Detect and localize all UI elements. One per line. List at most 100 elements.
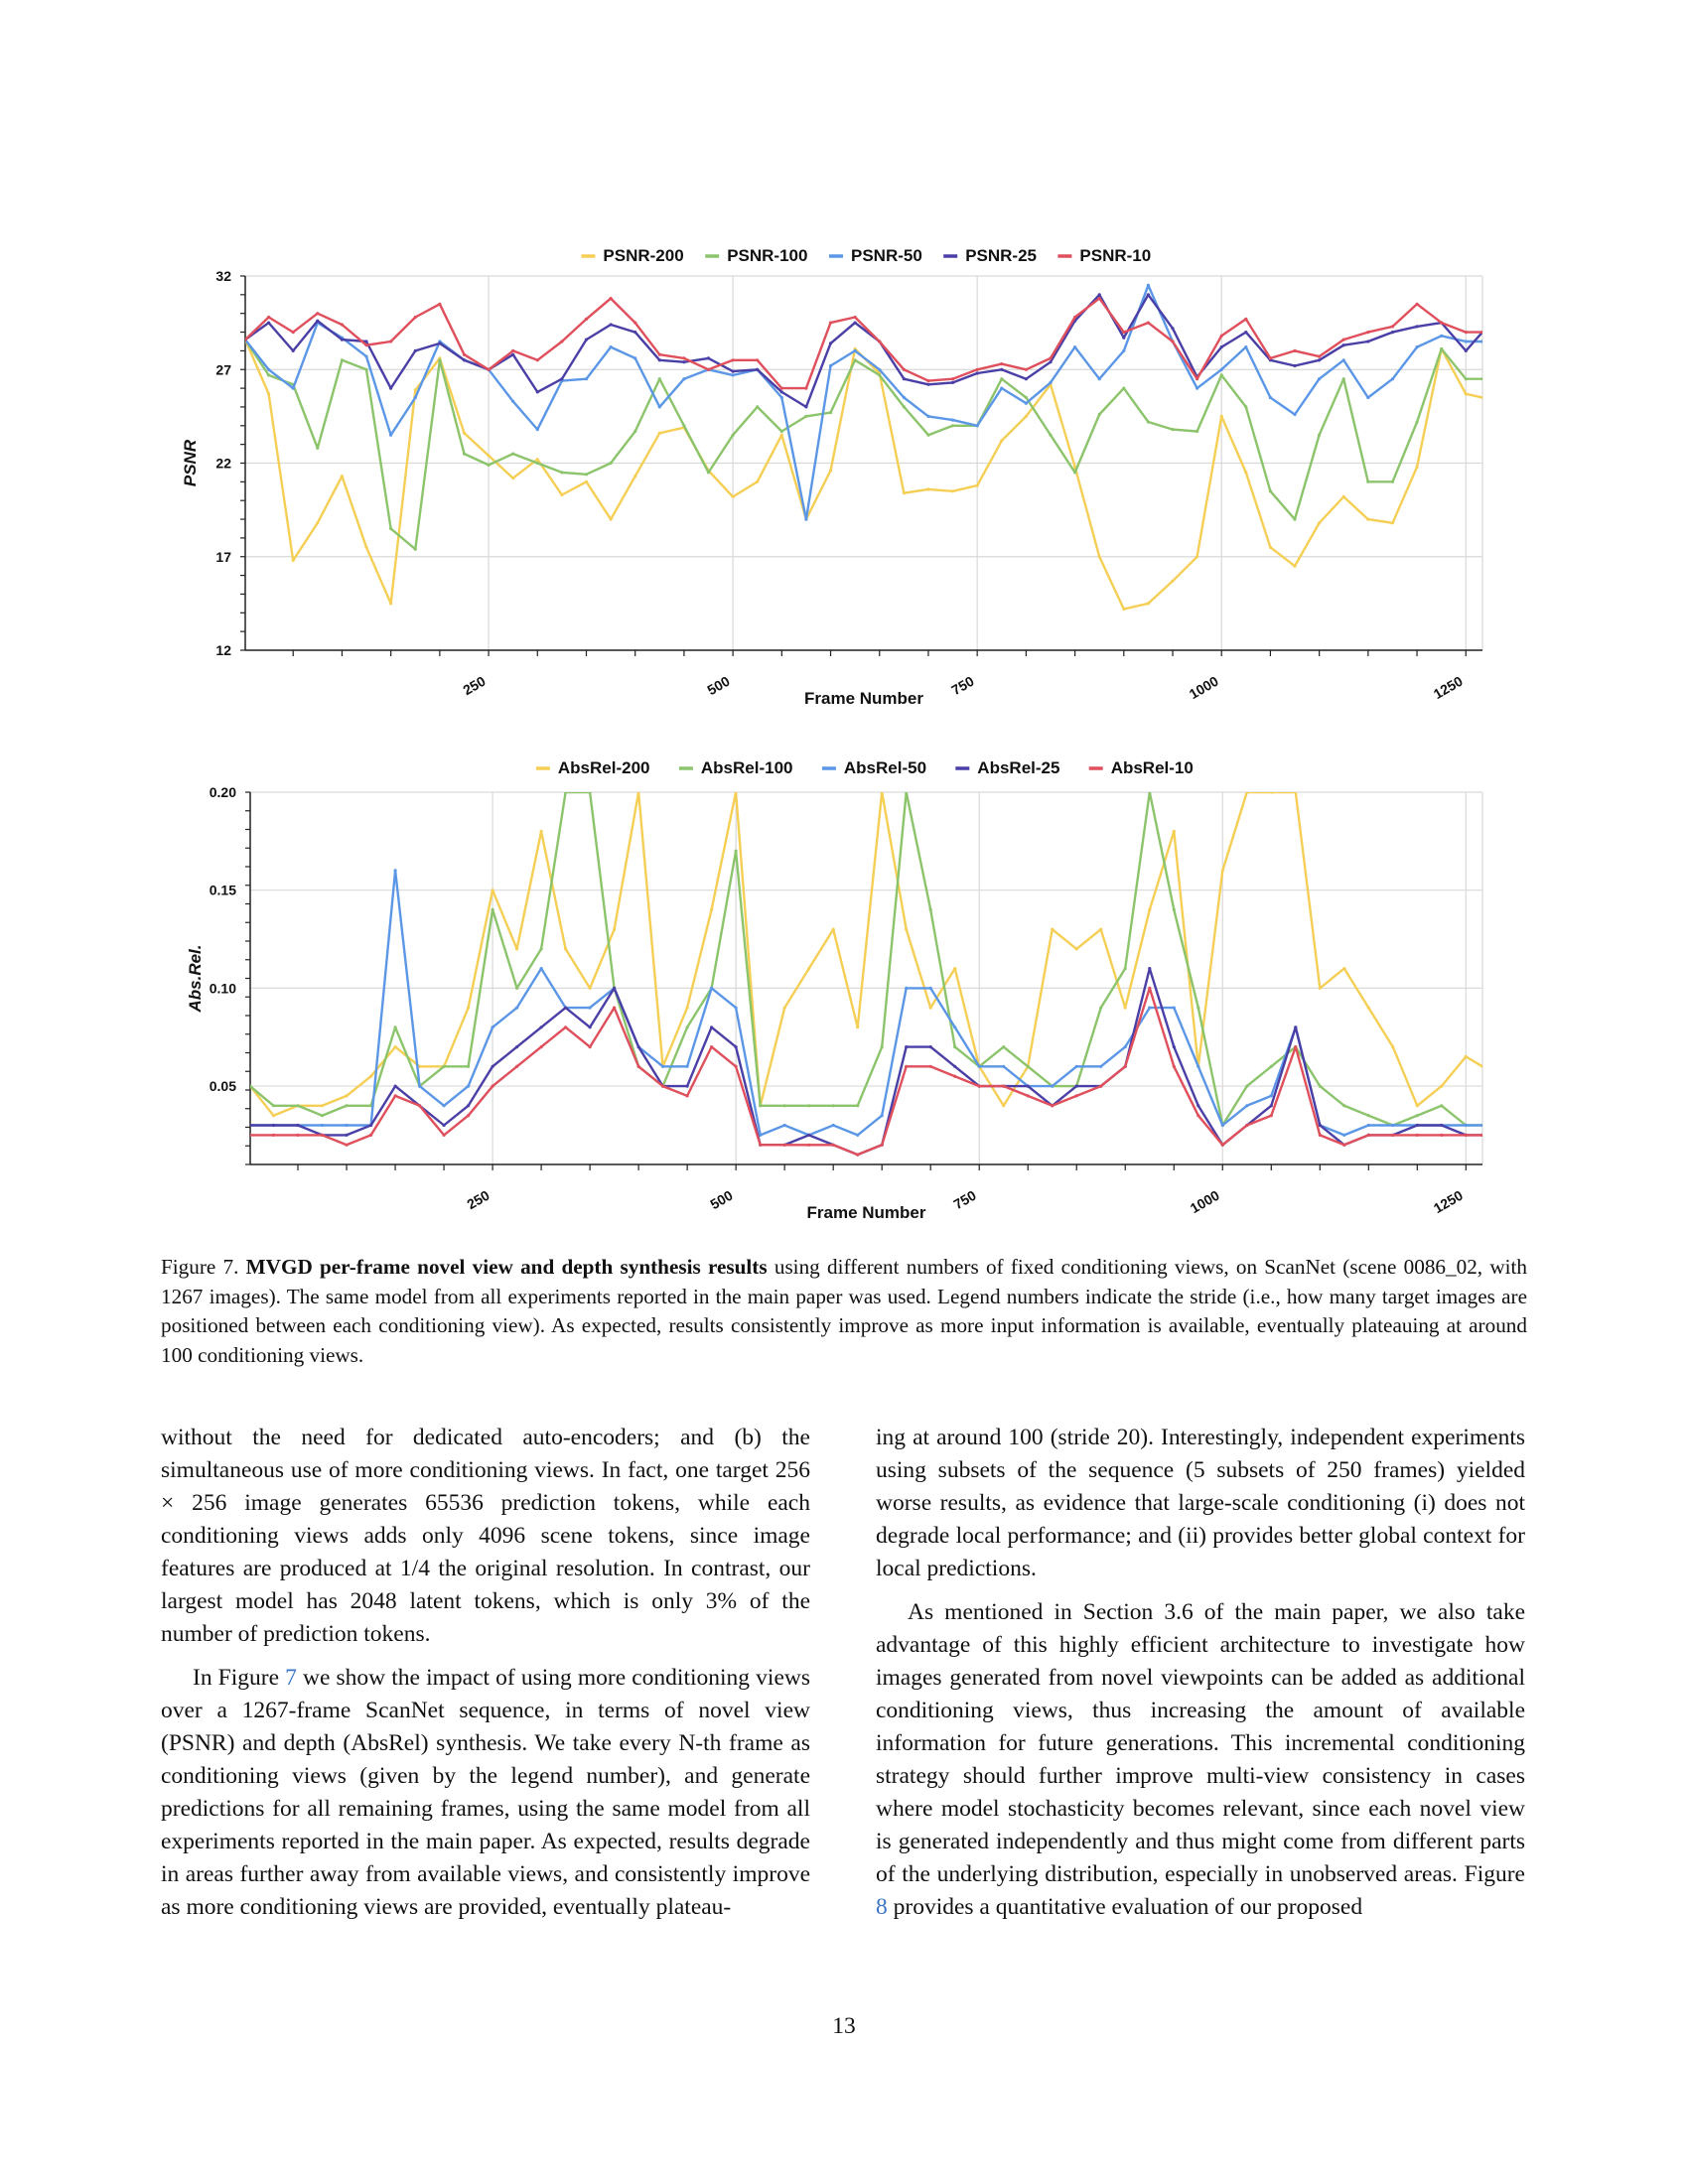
figure-reference-link[interactable]: 7 <box>285 1665 297 1691</box>
data-point <box>1440 334 1444 338</box>
data-point <box>734 1006 738 1010</box>
data-point <box>1146 283 1150 287</box>
y-tick-label: 0.10 <box>210 980 236 996</box>
legend-label: AbsRel-100 <box>701 758 793 777</box>
data-point <box>267 373 271 377</box>
data-point <box>1440 1104 1444 1108</box>
data-point <box>1074 1064 1078 1068</box>
data-point <box>1123 1006 1127 1010</box>
data-point <box>267 321 271 325</box>
data-point <box>731 373 735 377</box>
data-point <box>853 321 857 325</box>
data-point <box>685 1094 689 1098</box>
data-point <box>1269 1104 1273 1108</box>
data-point <box>564 1006 568 1010</box>
data-point <box>782 1123 786 1128</box>
data-point <box>856 1104 860 1108</box>
data-point <box>393 1045 397 1049</box>
data-point <box>1171 327 1175 331</box>
figure-label: Figure 7. <box>161 1255 239 1279</box>
data-point <box>539 967 543 971</box>
x-tick-label: 750 <box>950 1187 978 1213</box>
data-point <box>1172 907 1176 911</box>
data-point <box>1171 340 1175 343</box>
y-axis-title: PSNR <box>181 439 200 486</box>
data-point <box>584 377 589 381</box>
data-point <box>588 1006 592 1010</box>
data-point <box>953 1064 957 1068</box>
data-point <box>560 471 564 475</box>
data-point <box>467 1114 471 1118</box>
data-point <box>560 377 564 381</box>
data-point <box>613 927 617 931</box>
data-point <box>1366 395 1370 400</box>
data-point <box>1000 367 1004 371</box>
data-point <box>369 1123 373 1128</box>
data-point <box>953 967 957 971</box>
data-point <box>296 1133 300 1137</box>
data-point <box>1244 317 1248 321</box>
data-point <box>345 1094 349 1098</box>
data-point <box>636 1064 640 1068</box>
data-point <box>1415 465 1419 469</box>
data-point <box>1196 1006 1200 1010</box>
data-point <box>926 379 930 383</box>
data-point <box>710 907 714 911</box>
data-point <box>1318 1133 1322 1137</box>
data-point <box>515 986 519 990</box>
data-point <box>393 1094 397 1098</box>
data-point <box>1269 1094 1273 1098</box>
data-point <box>564 792 568 794</box>
data-point <box>1318 354 1322 358</box>
data-point <box>731 369 735 373</box>
data-point <box>511 348 515 352</box>
data-point <box>880 792 884 794</box>
data-point <box>926 414 930 418</box>
data-point <box>1415 1104 1419 1108</box>
data-point <box>779 395 783 400</box>
data-point <box>926 487 930 491</box>
data-point <box>418 1064 422 1068</box>
data-point <box>389 602 393 606</box>
x-tick-label: 750 <box>948 673 976 699</box>
data-point <box>364 343 368 347</box>
data-point <box>467 1006 471 1010</box>
data-point <box>734 849 738 853</box>
data-point <box>1415 345 1419 349</box>
data-point <box>467 1104 471 1108</box>
data-point <box>1074 1084 1078 1088</box>
data-point <box>1293 348 1297 352</box>
data-point <box>804 405 808 409</box>
data-point <box>1196 386 1199 390</box>
data-point <box>1000 377 1004 381</box>
data-point <box>369 1074 373 1078</box>
data-point <box>1049 356 1053 360</box>
data-point <box>584 338 589 341</box>
data-point <box>511 352 515 356</box>
data-point <box>1245 1123 1249 1128</box>
data-point <box>1366 1123 1370 1128</box>
data-point <box>682 424 686 428</box>
x-axis-title: Frame Number <box>807 1203 926 1222</box>
data-point <box>1390 377 1395 381</box>
data-point <box>1318 1084 1322 1088</box>
data-point <box>710 986 714 990</box>
data-point <box>1097 555 1101 559</box>
data-point <box>831 1143 835 1147</box>
data-point <box>878 367 882 371</box>
data-point <box>1002 1064 1006 1068</box>
data-point <box>831 927 835 931</box>
figure-reference-link[interactable]: 8 <box>876 1894 888 1920</box>
data-point <box>1122 386 1126 390</box>
data-point <box>706 471 711 475</box>
data-point <box>831 1104 835 1108</box>
data-point <box>902 367 907 371</box>
data-point <box>1148 986 1152 990</box>
data-point <box>1440 1133 1444 1137</box>
data-point <box>267 367 271 371</box>
legend-label: AbsRel-10 <box>1111 758 1194 777</box>
data-point <box>1097 297 1101 301</box>
data-point <box>271 1104 276 1108</box>
right-column: ing at around 100 (stride 20). Interesti… <box>876 1422 1525 1924</box>
data-point <box>975 367 979 371</box>
